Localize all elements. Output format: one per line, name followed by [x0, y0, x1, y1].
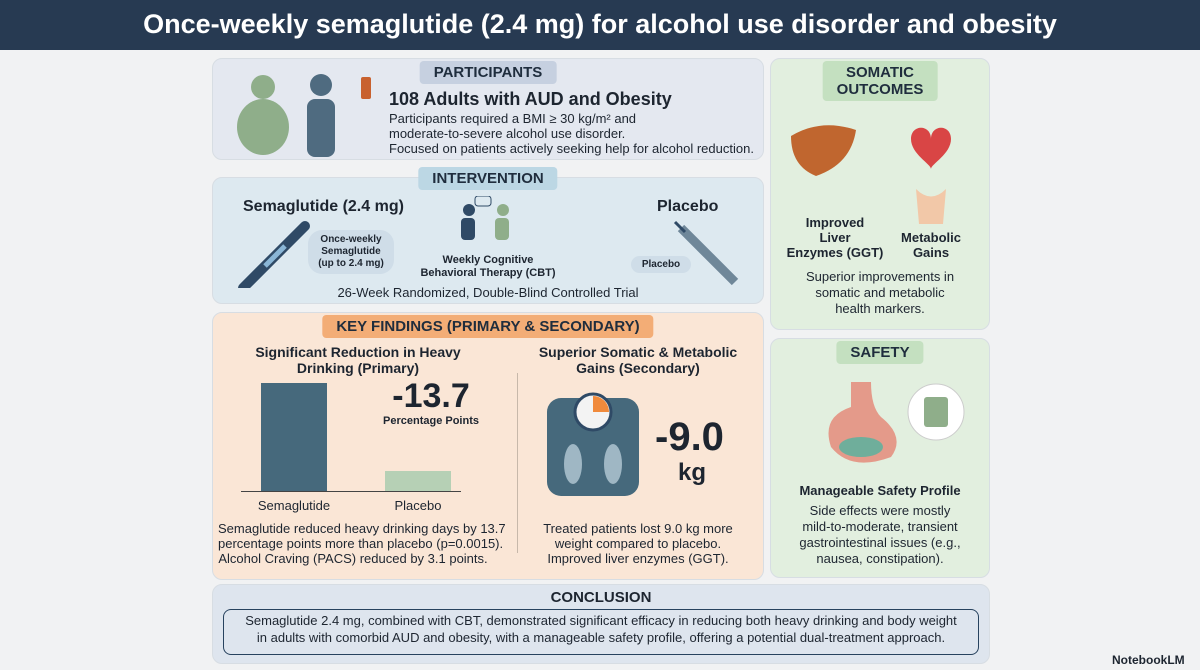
intervention-panel: INTERVENTION Semaglutide (2.4 mg) Once-w…	[212, 167, 764, 304]
people-icon	[237, 74, 371, 157]
therapy: Weekly Cognitive Behavioral Therapy (CBT)	[413, 254, 563, 280]
bar-label: Semaglutide	[257, 498, 331, 513]
section-label: PARTICIPANTS	[419, 61, 557, 84]
text-line: Improved	[805, 215, 865, 230]
text-line: health markers.	[835, 301, 925, 316]
section-label: SOMATIC OUTCOMES	[822, 61, 938, 101]
text-line: Superior improvements in	[805, 269, 955, 284]
text-line: Treated patients lost 9.0 kg more	[543, 521, 733, 536]
text-line: Significant Reduction in Heavy	[255, 344, 461, 360]
primary-stat: -13.7	[392, 377, 470, 415]
somatic-panel: SOMATIC OUTCOMES Improved Liver Enzymes (GG…	[770, 58, 990, 330]
placebo-bubble: Placebo	[631, 256, 691, 273]
primary-text: Semaglutide reduced heavy drinking days …	[218, 521, 506, 566]
text-line: Liver	[819, 230, 851, 245]
safety-text: Side effects were mostly mild-to-moderate…	[771, 503, 989, 567]
text-line: Improved liver enzymes (GGT).	[547, 551, 729, 566]
pen-icon	[238, 221, 310, 288]
safety-panel: SAFETY Manageable Safety Profile Side ef…	[770, 338, 990, 578]
drug-name: Semaglutide (2.4 mg)	[243, 198, 404, 215]
syringe-icon	[673, 220, 739, 286]
text-line: Enzymes (GGT)	[786, 245, 884, 260]
text-line: gastrointestinal issues (e.g.,	[799, 535, 961, 550]
section-label: SAFETY	[836, 341, 924, 364]
illustrative-bar	[261, 383, 327, 491]
text-line: mild-to-moderate, transient	[802, 519, 958, 534]
text-line: Semaglutide reduced heavy drinking days …	[218, 521, 506, 536]
therapy-icon	[461, 196, 509, 240]
text-line: Weekly Cognitive	[442, 254, 534, 266]
section-label: CONCLUSION	[550, 589, 652, 606]
text-line: OUTCOMES	[836, 81, 924, 98]
text-line: Focused on patients actively seeking hel…	[389, 141, 754, 156]
text-line: Semaglutide 2.4 mg, combined with CBT, d…	[245, 613, 957, 628]
secondary-title: Superior Somatic & Metabolic Gains (Secon…	[513, 344, 763, 376]
section-label: INTERVENTION	[418, 167, 558, 190]
scale-icon	[547, 392, 639, 496]
baseline	[241, 491, 461, 492]
text-line: (up to 2.4 mg)	[318, 258, 384, 269]
text-line: Superior Somatic & Metabolic	[538, 344, 738, 360]
text-line: Side effects were mostly	[809, 503, 951, 518]
liver-outcome: Improved Liver Enzymes (GGT)	[785, 215, 885, 260]
text-line: Alcohol Craving (PACS) reduced by 3.1 po…	[218, 551, 488, 566]
secondary-stat-unit: kg	[677, 459, 706, 486]
text-line: Behavioral Therapy (CBT)	[420, 267, 556, 279]
organ-icons	[791, 125, 951, 224]
brand: NotebookLM	[1112, 653, 1185, 667]
header-bar: Once-weekly semaglutide (2.4 mg) for alc…	[0, 0, 1200, 50]
bar-label: Placebo	[394, 498, 442, 513]
primary-title: Significant Reduction in Heavy Drinking (…	[233, 344, 483, 376]
text-line: Drinking (Primary)	[296, 360, 420, 376]
text-line: Semaglutide	[321, 246, 381, 257]
illustrative-bar	[385, 471, 451, 491]
section-label: KEY FINDINGS (PRIMARY & SECONDARY)	[322, 315, 654, 338]
placebo-name: Placebo	[657, 198, 719, 215]
participants-panel: PARTICIPANTS 108 Adults with AUD and Obe…	[212, 58, 764, 160]
stomach-icon	[828, 382, 965, 463]
description: Participants required a BMI ≥ 30 kg/m² a…	[389, 111, 754, 156]
text-line: nausea, constipation).	[816, 551, 944, 566]
text-line: Participants required a BMI ≥ 30 kg/m² a…	[389, 111, 637, 126]
conclusion-text: Semaglutide 2.4 mg, combined with CBT, d…	[223, 609, 979, 655]
somatic-text: Superior improvements in somatic and meta…	[771, 269, 989, 317]
text-line: Gains (Secondary)	[576, 360, 700, 376]
heading: 108 Adults with AUD and Obesity	[389, 89, 672, 109]
text-line: Metabolic	[901, 230, 961, 245]
text-line: percentage points more than placebo (p=0…	[218, 536, 504, 551]
primary-stat-unit: Percentage Points	[383, 415, 479, 427]
text-line: in adults with comorbid AUD and obesity,…	[256, 630, 946, 645]
text-line: Once-weekly	[320, 234, 382, 245]
conclusion-panel: CONCLUSION Semaglutide 2.4 mg, combined …	[212, 584, 990, 664]
text-line: SOMATIC	[845, 64, 915, 81]
secondary-text: Treated patients lost 9.0 kg more weight …	[513, 521, 763, 566]
text-line: Gains	[912, 245, 950, 260]
secondary-stat: -9.0	[655, 415, 724, 459]
findings-panel: KEY FINDINGS (PRIMARY & SECONDARY) Signi…	[212, 312, 764, 580]
text-line: somatic and metabolic	[815, 285, 945, 300]
title: Once-weekly semaglutide (2.4 mg) for alc…	[143, 9, 1057, 39]
text-line: moderate-to-severe alcohol use disorder.	[389, 126, 626, 141]
divider	[517, 373, 518, 553]
safety-heading: Manageable Safety Profile	[799, 483, 961, 498]
trial-design: 26-Week Randomized, Double-Blind Control…	[337, 285, 639, 300]
text-line: weight compared to placebo.	[554, 536, 722, 551]
drug-bubble: Once-weekly Semaglutide (up to 2.4 mg)	[308, 230, 394, 274]
metabolic-outcome: Metabolic Gains	[891, 230, 971, 260]
